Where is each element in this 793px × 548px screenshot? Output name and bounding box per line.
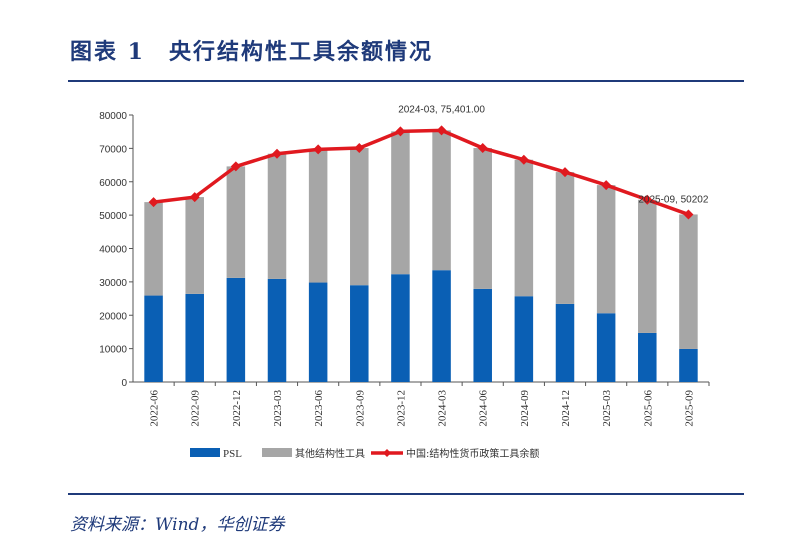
bar-other: [596, 185, 616, 314]
y-tick-label: 60000: [99, 178, 127, 189]
legend-label-total: 中国:结构性货币政策工具余额: [406, 447, 539, 460]
line-total: [153, 128, 690, 217]
x-tick-label: 2022-09: [190, 390, 202, 427]
legend-label-other: 其他结构性工具: [295, 447, 365, 460]
bar-psl: [185, 293, 204, 382]
line-marker: [518, 154, 529, 165]
x-tick-label: 2025-09: [683, 390, 695, 427]
legend-marker-total: [383, 449, 391, 457]
bar-psl: [514, 296, 534, 382]
line-marker: [683, 209, 694, 220]
line-marker: [601, 180, 612, 191]
legend-swatch-psl: [190, 448, 220, 457]
bar-psl: [432, 270, 451, 382]
figure-title: 图表 1 央行结构性工具余额情况: [70, 39, 433, 65]
x-tick-label: 2023-03: [272, 390, 284, 427]
bar-psl: [350, 285, 369, 382]
x-tick-label: 2024-06: [478, 390, 490, 427]
title-rule: [68, 80, 744, 82]
line-marker: [436, 125, 447, 136]
line-marker: [642, 194, 653, 205]
y-tick-label: 30000: [99, 278, 127, 289]
bar-other: [391, 131, 410, 275]
line-marker: [313, 144, 324, 155]
bar-psl: [144, 295, 163, 382]
line-marker: [560, 167, 570, 178]
line-marker: [477, 143, 488, 154]
bar-other: [432, 130, 451, 271]
x-tick-label: 2024-09: [519, 390, 531, 427]
bar-psl: [308, 282, 328, 382]
line-marker: [272, 148, 282, 159]
x-tick-label: 2025-03: [601, 390, 613, 427]
line-marker: [354, 143, 365, 154]
bar-other: [514, 159, 534, 297]
bar-other: [638, 199, 657, 333]
y-tick-label: 10000: [99, 345, 127, 356]
bar-psl: [638, 332, 657, 382]
bar-psl: [679, 348, 698, 382]
bar-psl: [267, 278, 287, 382]
bar-other: [226, 166, 246, 278]
bar-other: [679, 214, 698, 349]
y-tick-label: 50000: [99, 211, 127, 222]
bar-psl: [226, 277, 246, 382]
y-tick-label: 20000: [99, 311, 127, 322]
line-marker: [189, 192, 200, 203]
source-note: 资料来源：Wind，华创证券: [70, 515, 285, 535]
y-tick-label: 40000: [99, 245, 127, 256]
bar-psl: [596, 313, 616, 382]
legend-label-psl: PSL: [223, 448, 242, 460]
legend-swatch-other: [262, 448, 292, 457]
line-marker: [395, 126, 406, 137]
line-marker: [148, 197, 159, 208]
bar-other: [185, 197, 204, 294]
x-tick-label: 2022-06: [149, 390, 161, 427]
x-tick-label: 2024-12: [560, 390, 572, 427]
bar-other: [473, 148, 492, 289]
bar-other: [350, 148, 369, 286]
bar-psl: [555, 303, 575, 382]
bar-other: [555, 172, 575, 304]
bar-psl: [391, 274, 410, 382]
x-tick-label: 2024-03: [437, 390, 449, 427]
annotation-last: 2025-09, 50202: [638, 194, 709, 205]
footer-rule: [68, 493, 744, 495]
y-tick-label: 70000: [99, 144, 127, 155]
bar-other: [308, 149, 328, 283]
bar-other: [144, 202, 163, 296]
line-marker: [230, 161, 241, 172]
annotation-peak: 2024-03, 75,401.00: [398, 104, 485, 115]
x-tick-label: 2023-12: [395, 390, 407, 427]
x-tick-label: 2025-06: [642, 390, 654, 427]
x-tick-label: 2023-06: [313, 390, 325, 427]
x-tick-label: 2023-09: [354, 390, 366, 427]
bar-other: [267, 153, 287, 279]
x-tick-label: 2022-12: [231, 390, 243, 427]
y-tick-label: 80000: [99, 111, 127, 122]
bar-psl: [473, 288, 492, 382]
y-tick-label: 0: [121, 378, 127, 389]
